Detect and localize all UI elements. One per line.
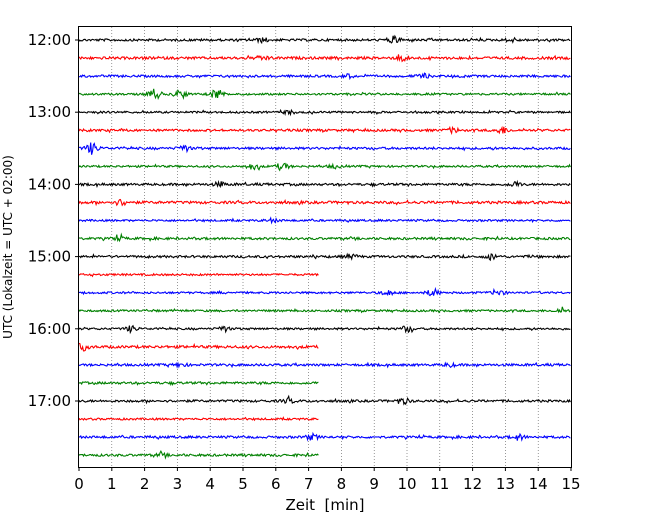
x-axis-ticks: 0 1 2 3 4 5 6 7 8 9 10 11 12 13 14 15 bbox=[74, 467, 581, 493]
plot-frame bbox=[78, 26, 572, 468]
x-tick-label: 2 bbox=[140, 475, 150, 493]
vertical-gridlines bbox=[111, 27, 539, 467]
x-tick-label: 7 bbox=[304, 475, 314, 493]
y-tick-label: 13:00 bbox=[28, 103, 71, 121]
seismic-trace-1245 bbox=[78, 88, 571, 100]
x-tick-label: 11 bbox=[430, 475, 449, 493]
seismic-trace-1500 bbox=[78, 252, 571, 262]
seismic-trace-1445 bbox=[78, 232, 571, 243]
x-tick-label: 12 bbox=[463, 475, 482, 493]
x-tick-label: 15 bbox=[561, 475, 580, 493]
y-axis-ticks: 12:00 13:00 14:00 15:00 16:00 17:00 bbox=[28, 31, 79, 410]
seismic-trace-1430 bbox=[78, 216, 571, 225]
seismic-trace-1215 bbox=[78, 54, 571, 63]
seismic-trace-1515 bbox=[78, 272, 319, 278]
seismic-trace-1630 bbox=[78, 361, 571, 369]
x-tick-label: 9 bbox=[369, 475, 379, 493]
y-tick-label: 15:00 bbox=[28, 248, 71, 266]
y-tick-label: 12:00 bbox=[28, 31, 71, 49]
y-tick-label: 14:00 bbox=[28, 175, 71, 193]
x-tick-label: 0 bbox=[74, 475, 84, 493]
x-tick-label: 1 bbox=[107, 475, 117, 493]
x-tick-label: 13 bbox=[496, 475, 515, 493]
seismic-trace-1600 bbox=[78, 324, 571, 335]
x-tick-label: 4 bbox=[205, 475, 215, 493]
x-axis-label: Zeit [min] bbox=[285, 496, 364, 514]
seismic-trace-1315 bbox=[78, 125, 571, 136]
seismic-trace-1545 bbox=[78, 306, 571, 314]
seismic-trace-1715 bbox=[78, 416, 319, 422]
y-axis-label: UTC (Lokalzeit = UTC + 02:00) bbox=[1, 155, 15, 339]
seismic-traces bbox=[78, 34, 571, 460]
seismic-trace-1645 bbox=[78, 380, 319, 387]
seismic-trace-1345 bbox=[78, 162, 571, 172]
seismic-trace-1530 bbox=[78, 286, 571, 297]
x-tick-label: 3 bbox=[173, 475, 183, 493]
seismic-trace-1200 bbox=[78, 34, 571, 45]
x-tick-label: 8 bbox=[337, 475, 347, 493]
x-tick-label: 14 bbox=[529, 475, 548, 493]
y-tick-label: 16:00 bbox=[28, 320, 71, 338]
seismic-trace-1400 bbox=[78, 179, 571, 189]
seismic-trace-1730 bbox=[79, 431, 571, 442]
y-tick-label: 17:00 bbox=[28, 392, 71, 410]
x-tick-label: 6 bbox=[271, 475, 281, 493]
x-tick-label: 10 bbox=[397, 475, 416, 493]
seismic-trace-1745 bbox=[78, 449, 319, 460]
seismic-trace-1615 bbox=[78, 342, 319, 352]
seismic-trace-1230 bbox=[78, 72, 571, 81]
x-tick-label: 5 bbox=[238, 475, 248, 493]
seismic-trace-1330 bbox=[78, 142, 571, 155]
seismic-trace-1700 bbox=[78, 394, 571, 406]
seismic-trace-1415 bbox=[78, 198, 571, 207]
seismic-trace-1300 bbox=[78, 108, 571, 117]
